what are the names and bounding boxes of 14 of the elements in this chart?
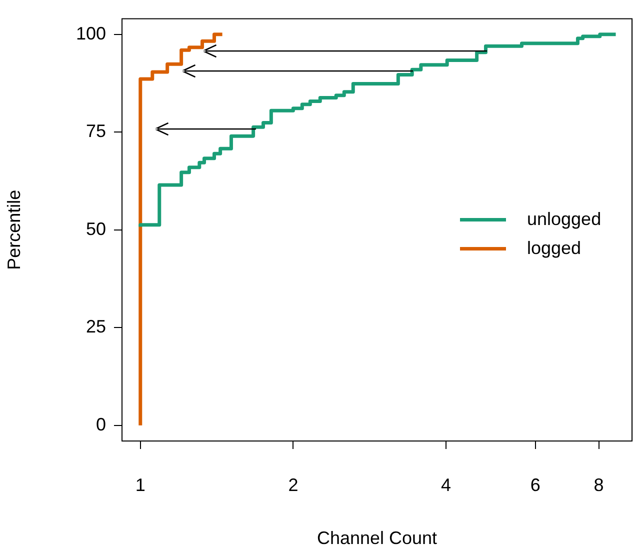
x-axis-title: Channel Count: [316, 528, 438, 548]
x-tick-label: 2: [288, 474, 298, 495]
y-tick-label: 25: [86, 316, 106, 337]
x-tick-label: 1: [135, 474, 146, 495]
y-tick-label: 100: [76, 23, 106, 44]
y-axis-title: Percentile: [4, 190, 24, 270]
x-tick-label: 6: [530, 474, 540, 495]
y-tick-label: 50: [86, 218, 106, 239]
y-tick-label: 75: [86, 121, 106, 142]
y-tick-label: 0: [96, 414, 106, 434]
legend-label: logged: [527, 238, 582, 258]
legend-label: unlogged: [527, 208, 602, 229]
x-tick-label: 8: [594, 474, 604, 495]
x-tick-label: 4: [440, 474, 452, 495]
